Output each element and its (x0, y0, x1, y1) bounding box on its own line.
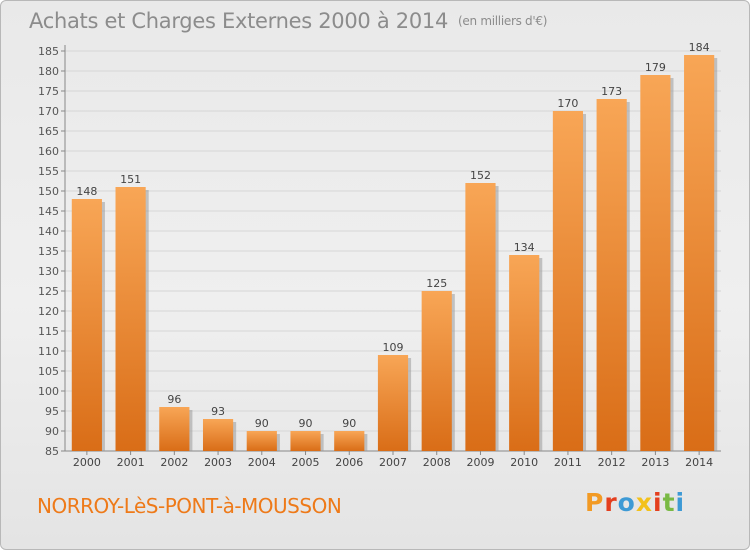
y-tick-label: 135 (38, 245, 59, 258)
x-tick-label: 2012 (598, 456, 626, 469)
y-tick-label: 150 (38, 185, 59, 198)
data-label: 90 (342, 417, 356, 430)
logo-letter: P (585, 488, 605, 517)
data-label: 90 (299, 417, 313, 430)
bar (246, 431, 277, 451)
data-label: 134 (514, 241, 535, 254)
y-tick-label: 105 (38, 365, 59, 378)
bar (465, 183, 496, 451)
bar (421, 291, 452, 451)
y-tick-label: 165 (38, 125, 59, 138)
y-tick-label: 130 (38, 265, 59, 278)
data-label: 109 (383, 341, 404, 354)
x-tick-label: 2002 (160, 456, 188, 469)
bars (71, 55, 718, 451)
x-tick-label: 2006 (335, 456, 363, 469)
bar (596, 99, 627, 451)
chart-unit-label: (en milliers d'€) (458, 14, 548, 28)
y-tick-label: 170 (38, 105, 59, 118)
data-label: 151 (120, 173, 141, 186)
y-tick-label: 145 (38, 205, 59, 218)
y-tick-label: 160 (38, 145, 59, 158)
logo-letter: i (653, 488, 663, 517)
x-tick-label: 2008 (423, 456, 451, 469)
x-tick-label: 2007 (379, 456, 407, 469)
y-tick-label: 115 (38, 325, 59, 338)
bar (552, 111, 584, 451)
data-label: 173 (601, 85, 622, 98)
bar (640, 75, 671, 451)
chart-title-text: Achats et Charges Externes 2000 à 2014 (29, 9, 449, 33)
bar (71, 199, 102, 451)
y-tick-label: 100 (38, 385, 59, 398)
y-tick-label: 95 (45, 405, 59, 418)
x-tick-label: 2000 (73, 456, 101, 469)
bar (290, 431, 321, 451)
y-tick-label: 155 (38, 165, 59, 178)
commune-name: NORROY-LèS-PONT-à-MOUSSON (37, 494, 342, 518)
bar (115, 187, 146, 451)
data-label: 170 (557, 97, 578, 110)
logo-letter: o (617, 488, 636, 517)
data-label: 90 (255, 417, 269, 430)
x-tick-label: 2014 (685, 456, 713, 469)
bar (509, 255, 540, 451)
bar (684, 55, 715, 451)
data-label: 152 (470, 169, 491, 182)
bar (159, 407, 190, 451)
x-tick-label: 2005 (292, 456, 320, 469)
bar (377, 355, 409, 451)
x-tick-label: 2011 (554, 456, 582, 469)
y-tick-labels: 85 90 95 100 105 110 115 120 125 130 135 140 145 150 1… (38, 45, 59, 458)
logo-letter: r (604, 488, 618, 517)
x-tick-label: 2003 (204, 456, 232, 469)
y-tick-label: 180 (38, 65, 59, 78)
data-label: 179 (645, 61, 666, 74)
y-tick-label: 140 (38, 225, 59, 238)
logo-letter: x (635, 488, 653, 517)
proxiti-logo[interactable]: Proxiti (585, 488, 685, 517)
logo-letter: i (675, 488, 686, 517)
data-labels: 148 151 96 93 90 90 90 109 125 152 134 170 173 179 184 (76, 41, 709, 430)
x-tick-label: 2010 (510, 456, 538, 469)
x-tick-label: 2004 (248, 456, 276, 469)
y-tick-label: 110 (38, 345, 59, 358)
x-tick-labels: 2000 2001 2002 2003 2004 2005 2006 2007 2008 2009… (73, 451, 713, 469)
y-tick-label: 175 (38, 85, 59, 98)
data-label: 125 (426, 277, 447, 290)
chart-title: Achats et Charges Externes 2000 à 2014 (e… (29, 9, 547, 33)
x-tick-label: 2009 (466, 456, 494, 469)
y-tick-label: 125 (38, 285, 59, 298)
bar (202, 419, 234, 451)
x-tick-label: 2001 (117, 456, 145, 469)
data-label: 148 (76, 185, 97, 198)
y-tick-label: 185 (38, 45, 59, 58)
y-tick-label: 85 (45, 445, 59, 458)
data-label: 184 (689, 41, 710, 54)
data-label: 96 (167, 393, 181, 406)
bar (334, 431, 365, 451)
data-label: 93 (211, 405, 225, 418)
x-tick-label: 2013 (641, 456, 669, 469)
y-tick-label: 120 (38, 305, 59, 318)
y-tick-label: 90 (45, 425, 59, 438)
logo-letter: t (662, 488, 676, 517)
